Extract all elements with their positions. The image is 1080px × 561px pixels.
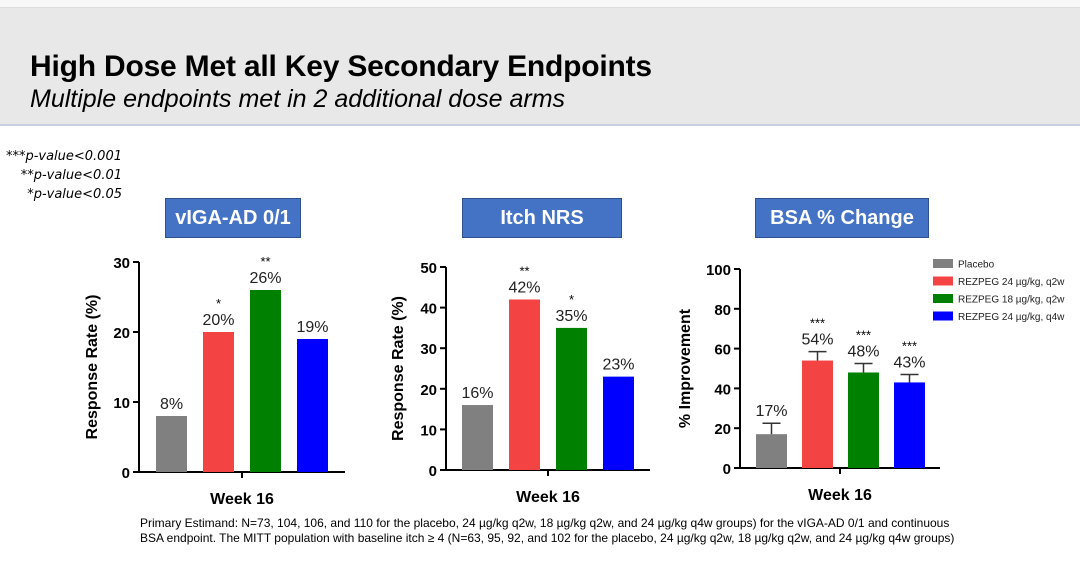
y-tick-label: 30 [420, 341, 437, 358]
chart-title-bsa: BSA % Change [755, 198, 929, 238]
data-label: 43% [893, 354, 925, 371]
data-label: 48% [847, 344, 879, 361]
y-tick-label: 40 [420, 301, 437, 318]
bar [297, 339, 328, 472]
y-axis-label: % Improvement [677, 308, 694, 428]
data-label: 42% [508, 279, 540, 296]
significance-marker: *** [902, 338, 917, 353]
y-tick-label: 20 [714, 421, 731, 438]
footnote-line: Primary Estimand: N=73, 104, 106, and 11… [140, 516, 950, 530]
y-tick-label: 0 [429, 463, 437, 480]
bar [250, 290, 281, 472]
p-value-notes: ***p-value<0.001 **p-value<0.01 *p-value… [6, 147, 122, 204]
legend-swatch [933, 259, 953, 268]
x-axis-label: Week 16 [516, 489, 580, 506]
data-label: 8% [160, 396, 183, 413]
bar [756, 434, 787, 468]
footnote: Primary Estimand: N=73, 104, 106, and 11… [140, 516, 1040, 546]
data-label: 19% [296, 319, 328, 336]
y-axis-label: Response Rate (%) [390, 296, 407, 441]
bar [894, 382, 925, 468]
y-tick-label: 0 [723, 461, 731, 478]
p-value-note: *p-value<0.05 [27, 187, 122, 202]
x-axis-label: Week 16 [210, 491, 274, 508]
significance-marker: *** [856, 328, 871, 343]
data-label: 35% [555, 308, 587, 325]
data-label: 16% [461, 385, 493, 402]
y-axis-label: Response Rate (%) [84, 295, 101, 440]
slide-subtitle: Multiple endpoints met in 2 additional d… [30, 85, 566, 113]
legend-label: REZPEG 24 µg/kg, q4w [958, 312, 1065, 323]
slide-header: High Dose Met all Key Secondary Endpoint… [0, 8, 1080, 126]
y-tick-label: 20 [113, 325, 130, 342]
legend-swatch [933, 276, 953, 286]
chart-title-itch: Itch NRS [462, 198, 622, 238]
data-label: 17% [755, 403, 787, 420]
legend-swatch [933, 311, 953, 321]
data-label: 23% [602, 357, 634, 374]
legend-label: Placebo [958, 260, 995, 271]
y-tick-label: 20 [420, 382, 437, 399]
significance-marker: * [569, 292, 574, 307]
slide-title: High Dose Met all Key Secondary Endpoint… [30, 50, 652, 83]
chart-title-viga: vIGA-AD 0/1 [165, 198, 301, 238]
data-label: 26% [249, 270, 281, 287]
data-label: 54% [801, 332, 833, 349]
significance-marker: ** [260, 254, 270, 269]
y-tick-label: 50 [420, 260, 437, 277]
x-axis-label: Week 16 [808, 487, 872, 504]
significance-marker: * [216, 296, 221, 311]
p-value-note: **p-value<0.01 [20, 168, 122, 183]
significance-marker: ** [519, 263, 529, 278]
bar [802, 360, 833, 468]
y-tick-label: 10 [113, 395, 130, 412]
legend-label: REZPEG 18 µg/kg, q2w [958, 295, 1065, 306]
bar [603, 376, 634, 470]
y-tick-label: 60 [714, 342, 731, 359]
y-tick-label: 0 [122, 465, 130, 482]
footnote-line: BSA endpoint. The MITT population with b… [140, 531, 955, 545]
top-strip [0, 0, 1080, 8]
legend-label: REZPEG 24 µg/kg, q2w [958, 277, 1065, 288]
data-label: 20% [202, 312, 234, 329]
y-tick-label: 80 [714, 302, 731, 319]
p-value-note: ***p-value<0.001 [5, 149, 122, 164]
bar [848, 372, 879, 468]
bar [462, 405, 493, 470]
y-tick-label: 40 [714, 381, 731, 398]
y-tick-label: 100 [706, 262, 731, 279]
y-tick-label: 10 [420, 422, 437, 439]
bar [156, 416, 187, 472]
bar [556, 327, 587, 470]
legend-swatch [933, 294, 953, 303]
bar [203, 332, 234, 472]
y-tick-label: 30 [113, 255, 130, 272]
significance-marker: *** [810, 316, 825, 331]
bar [509, 299, 540, 470]
